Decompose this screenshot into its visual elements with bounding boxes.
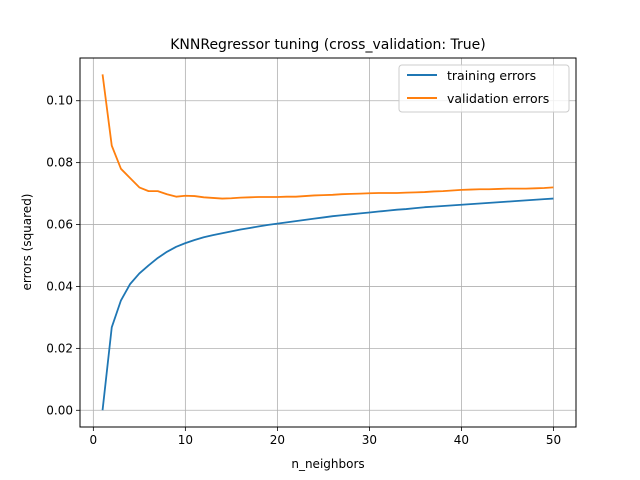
x-tick-label: 50 <box>546 433 561 447</box>
y-axis-label: errors (squared) <box>20 194 34 291</box>
axes-frame <box>79 57 577 428</box>
training-errors-line <box>101 197 554 411</box>
legend: training errors validation errors <box>398 64 570 113</box>
x-tick-label: 20 <box>270 433 285 447</box>
y-tick-label: 0.08 <box>46 156 73 170</box>
y-tick-label: 0.02 <box>46 341 73 355</box>
y-axis-ticks: 0.00 0.02 0.04 0.06 0.08 0.10 <box>46 94 80 417</box>
validation-errors-line <box>101 74 554 200</box>
x-tick-label: 30 <box>362 433 377 447</box>
x-tick-label: 0 <box>90 433 98 447</box>
legend-box <box>398 64 570 113</box>
x-tick-label: 40 <box>454 433 469 447</box>
x-axis-ticks: 0 10 20 30 40 50 <box>90 427 561 447</box>
y-tick-label: 0.00 <box>46 403 73 417</box>
legend-label-training: training errors <box>447 68 536 83</box>
x-axis-label: n_neighbors <box>291 457 364 471</box>
y-tick-label: 0.10 <box>46 94 73 108</box>
chart-title: KNNRegressor tuning (cross_validation: T… <box>170 37 486 53</box>
y-tick-label: 0.06 <box>46 218 73 232</box>
series-lines <box>101 74 554 411</box>
y-tick-label: 0.04 <box>46 279 73 293</box>
x-tick-label: 10 <box>178 433 193 447</box>
legend-label-validation: validation errors <box>447 91 549 106</box>
